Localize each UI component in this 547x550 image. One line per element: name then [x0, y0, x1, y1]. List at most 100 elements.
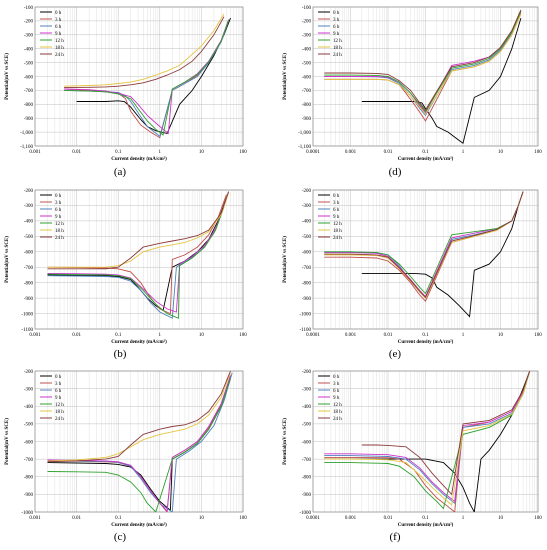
x-tick-label: 0.001 — [345, 150, 357, 155]
y-tick-label: -1,100 — [20, 145, 33, 150]
x-tick-label: 0.1 — [422, 333, 429, 338]
y-axis-title: Potential(mV vs SCE) — [283, 418, 288, 465]
y-tick-label: -300 — [24, 34, 34, 39]
legend-label: 18 h — [55, 229, 64, 234]
series-line — [324, 11, 522, 114]
y-tick-label: -500 — [24, 423, 34, 428]
x-tick-label: 0.1 — [115, 150, 122, 155]
x-tick-label: 10 — [199, 333, 205, 338]
y-tick-label: -900 — [24, 297, 34, 302]
y-tick-label: -200 — [302, 20, 312, 25]
y-tick-label: -600 — [24, 75, 34, 80]
x-tick-label: 100 — [239, 150, 247, 155]
y-tick-label: -1,000 — [20, 131, 33, 136]
y-tick-label: -700 — [24, 266, 34, 271]
legend-label: 6 h — [55, 25, 62, 30]
y-tick-label: -700 — [24, 89, 34, 94]
legend-label: 12 h — [55, 39, 64, 44]
legend-label: 0 h — [55, 375, 62, 380]
series-line — [324, 371, 531, 506]
y-tick-label: -400 — [24, 220, 34, 225]
y-tick-label: -600 — [302, 251, 312, 256]
series-line — [47, 375, 231, 512]
plot-frame — [312, 370, 539, 513]
y-axis-title: Potential(mV vs SCE) — [5, 236, 10, 283]
x-tick-label: 10 — [498, 150, 504, 155]
x-tick-label: 0.01 — [384, 516, 393, 521]
legend-label: 6 h — [333, 25, 340, 30]
panel-label: (d) — [389, 166, 402, 178]
y-tick-label: -500 — [302, 61, 312, 66]
legend-label: 6 h — [55, 389, 62, 394]
x-tick-label: 0.001 — [29, 516, 41, 521]
y-axis-title: Potential(mV vs SCE) — [283, 53, 288, 100]
y-tick-label: -1000 — [299, 312, 311, 317]
x-tick-label: 1 — [159, 516, 162, 521]
series-line — [76, 17, 231, 135]
panel-label: (f) — [390, 531, 401, 543]
x-tick-label: 0.001 — [29, 333, 41, 338]
x-tick-label: 0.1 — [115, 516, 122, 521]
legend-label: 3 h — [333, 18, 340, 23]
y-tick-label: -800 — [24, 476, 34, 481]
chart-panel: -100 -200 -300 -400 -500 -600 -700 -800 -900 -1,0… — [283, 6, 542, 178]
legend-label: 0 h — [333, 375, 340, 380]
x-tick-label: 0.0001 — [306, 516, 320, 521]
y-tick-label: -300 — [24, 387, 34, 392]
y-tick-label: -200 — [24, 189, 34, 194]
legend-label: 9 h — [55, 32, 62, 37]
y-tick-label: -600 — [302, 75, 312, 80]
x-tick-label: 0.0001 — [306, 333, 320, 338]
legend-label: 18 h — [333, 46, 342, 51]
x-tick-label: 100 — [239, 333, 247, 338]
x-tick-label: 10 — [498, 516, 504, 521]
series-line — [324, 371, 531, 512]
legend-label: 24 h — [333, 417, 342, 422]
y-tick-label: -400 — [302, 48, 312, 53]
y-tick-label: -100 — [24, 6, 34, 11]
legend-label: 24 h — [333, 236, 342, 241]
y-tick-label: -300 — [302, 34, 312, 39]
x-axis-title: Current density (mA/cm²) — [111, 522, 167, 528]
x-tick-label: 100 — [534, 150, 542, 155]
x-tick-label: 0.001 — [345, 516, 357, 521]
y-tick-label: -700 — [24, 458, 34, 463]
y-tick-label: -200 — [302, 189, 312, 194]
panel-label: (e) — [389, 348, 402, 360]
y-tick-label: -800 — [302, 281, 312, 286]
x-tick-label: 100 — [534, 333, 542, 338]
series-line — [324, 371, 531, 510]
y-tick-label: -1000 — [299, 511, 311, 516]
legend-label: 3 h — [333, 201, 340, 206]
series-line — [324, 11, 522, 113]
x-tick-label: 1 — [159, 333, 162, 338]
x-tick-label: 0.01 — [384, 333, 393, 338]
y-tick-label: -300 — [24, 204, 34, 209]
plot-frame — [312, 189, 539, 330]
chart-panel: -200 -300 -400 -500 -600 -700 -800 -900 -1000 -11… — [5, 189, 247, 360]
legend-label: 9 h — [333, 32, 340, 37]
series-line — [47, 191, 230, 270]
y-tick-label: -400 — [302, 405, 312, 410]
legend-label: 24 h — [55, 417, 64, 422]
y-tick-label: -900 — [302, 493, 312, 498]
x-tick-label: 0.001 — [29, 150, 41, 155]
series-line — [324, 13, 522, 122]
legend-label: 3 h — [55, 382, 62, 387]
legend-label: 6 h — [333, 389, 340, 394]
chart-panel: -200-300-400-500-600-700-800-900-10000.0… — [5, 370, 247, 543]
legend-label: 24 h — [55, 53, 64, 58]
y-tick-label: -700 — [302, 89, 312, 94]
series-line — [324, 12, 522, 117]
y-tick-label: -900 — [302, 117, 312, 122]
legend-label: 6 h — [55, 208, 62, 213]
series-line — [361, 191, 524, 318]
y-tick-label: -700 — [302, 266, 312, 271]
x-tick-label: 0.1 — [422, 150, 429, 155]
legend-label: 18 h — [333, 410, 342, 415]
y-tick-label: -700 — [302, 458, 312, 463]
y-tick-label: -900 — [24, 117, 34, 122]
y-tick-label: -500 — [302, 235, 312, 240]
series-line — [64, 19, 230, 135]
series-line — [47, 192, 230, 268]
